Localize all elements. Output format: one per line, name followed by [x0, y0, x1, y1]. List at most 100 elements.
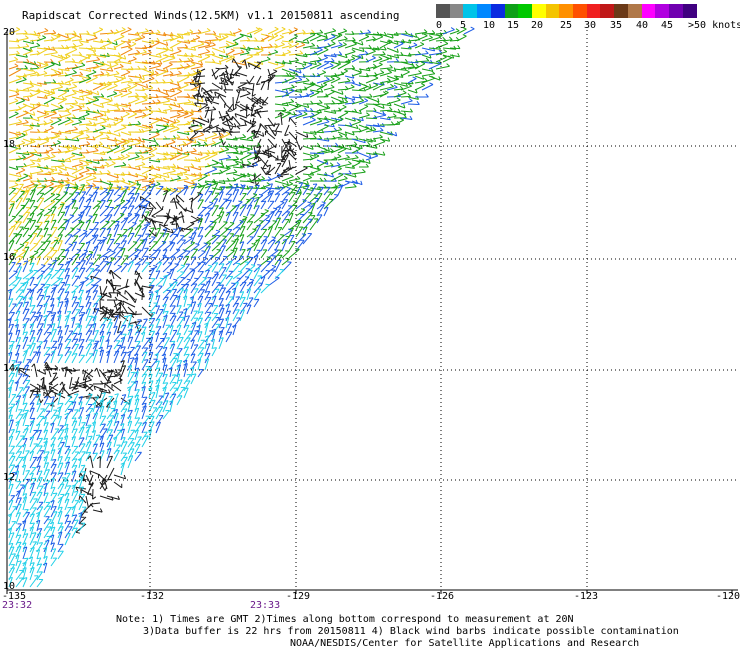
wind-barb	[225, 56, 236, 63]
wind-barb	[99, 200, 106, 210]
wind-barb	[141, 40, 154, 44]
wind-barb-flag	[317, 61, 322, 65]
wind-barb	[281, 110, 296, 116]
wind-barb-flag	[324, 60, 329, 64]
wind-barb	[71, 39, 83, 42]
wind-barb-flag	[25, 386, 30, 388]
wind-barb-flag	[134, 254, 139, 257]
wind-barb	[235, 71, 248, 77]
wind-barb	[92, 110, 107, 117]
wind-barb	[337, 182, 350, 189]
wind-barb-flag	[50, 58, 54, 63]
wind-barb	[57, 288, 65, 301]
wind-barb	[78, 183, 90, 189]
wind-barb	[176, 110, 189, 115]
wind-barb	[372, 64, 383, 70]
wind-barb	[99, 83, 113, 91]
wind-barb	[8, 285, 17, 294]
wind-barb-flag	[212, 150, 216, 155]
wind-barb-flag	[120, 312, 124, 316]
wind-barb	[43, 347, 51, 357]
wind-barb	[435, 65, 450, 70]
wind-barb-flag	[205, 290, 210, 293]
wind-barb-flag	[109, 189, 114, 192]
wind-barb-flag	[23, 336, 29, 339]
wind-barb	[99, 110, 110, 113]
wind-barb-flag	[106, 401, 111, 404]
wind-barb-flag	[222, 122, 227, 126]
wind-barb	[127, 183, 137, 189]
wind-barb-flag	[133, 83, 138, 86]
wind-barb	[204, 303, 213, 315]
wind-barb	[393, 75, 404, 78]
wind-barb-flag	[59, 184, 64, 187]
wind-barb-flag	[123, 55, 127, 60]
wind-barb	[183, 354, 190, 364]
wind-barb	[232, 309, 240, 322]
wind-barb	[162, 275, 168, 287]
wind-barb-flag	[318, 193, 323, 195]
wind-barb-flag	[50, 297, 55, 301]
wind-barb	[211, 230, 221, 238]
wind-barb	[379, 40, 393, 49]
wind-barb	[29, 296, 33, 308]
wind-barb	[57, 211, 66, 224]
wind-barb	[197, 207, 207, 217]
wind-barb	[134, 380, 139, 392]
wind-barb-flag	[217, 94, 220, 99]
wind-barb	[162, 392, 170, 406]
wind-barb-flag	[245, 105, 250, 109]
wind-barb	[50, 213, 55, 224]
wind-barb	[316, 125, 329, 133]
wind-barb-flag	[92, 182, 97, 187]
wind-barb	[127, 314, 133, 329]
wind-barb-flag	[189, 29, 194, 33]
wind-barb-flag	[121, 247, 126, 250]
wind-barb	[197, 40, 212, 44]
wind-barb-flag	[134, 394, 139, 397]
wind-barb-flag	[227, 199, 232, 202]
wind-barb-flag	[19, 243, 24, 246]
wind-barb	[218, 36, 229, 42]
wind-barb	[365, 129, 377, 133]
wind-barb	[15, 283, 25, 294]
wind-barb	[323, 117, 337, 122]
wind-barb-flag	[233, 123, 237, 128]
wind-barb-flag	[196, 72, 201, 75]
wind-barb	[36, 173, 52, 176]
wind-barb-flag	[276, 173, 281, 176]
wind-barb-flag	[93, 245, 99, 248]
wind-barb-flag	[156, 128, 160, 133]
wind-barb	[71, 290, 76, 301]
wind-barb	[106, 146, 120, 154]
wind-barb	[288, 187, 302, 194]
wind-barb	[442, 39, 453, 42]
wind-barb-flag	[163, 224, 168, 227]
wind-barb	[57, 39, 71, 42]
wind-barb-flag	[67, 111, 72, 115]
wind-barb-flag	[7, 288, 12, 292]
wind-barb-flag	[233, 183, 238, 186]
wind-barb	[162, 257, 170, 266]
wind-barb-flag	[142, 373, 147, 376]
wind-barb	[169, 400, 174, 413]
wind-barb-flag	[148, 291, 153, 294]
wind-barb	[106, 339, 110, 350]
wind-barb	[201, 87, 213, 98]
wind-barb	[92, 265, 101, 273]
wind-barb-flag	[92, 169, 97, 174]
wind-barb-flag	[225, 112, 230, 116]
wind-barb	[29, 189, 36, 203]
wind-barb-flag	[190, 79, 195, 83]
wind-barb	[289, 117, 297, 126]
wind-barb-flag	[184, 82, 189, 86]
wind-barb	[302, 193, 311, 203]
wind-barb-flag	[29, 172, 33, 177]
wind-barb	[96, 367, 101, 378]
wind-barb-flag	[59, 104, 64, 109]
wind-barb	[127, 81, 142, 84]
wind-barb-flag	[145, 28, 149, 32]
wind-barb	[190, 373, 197, 385]
wind-barb-flag	[186, 337, 191, 339]
wind-barb	[29, 212, 35, 224]
